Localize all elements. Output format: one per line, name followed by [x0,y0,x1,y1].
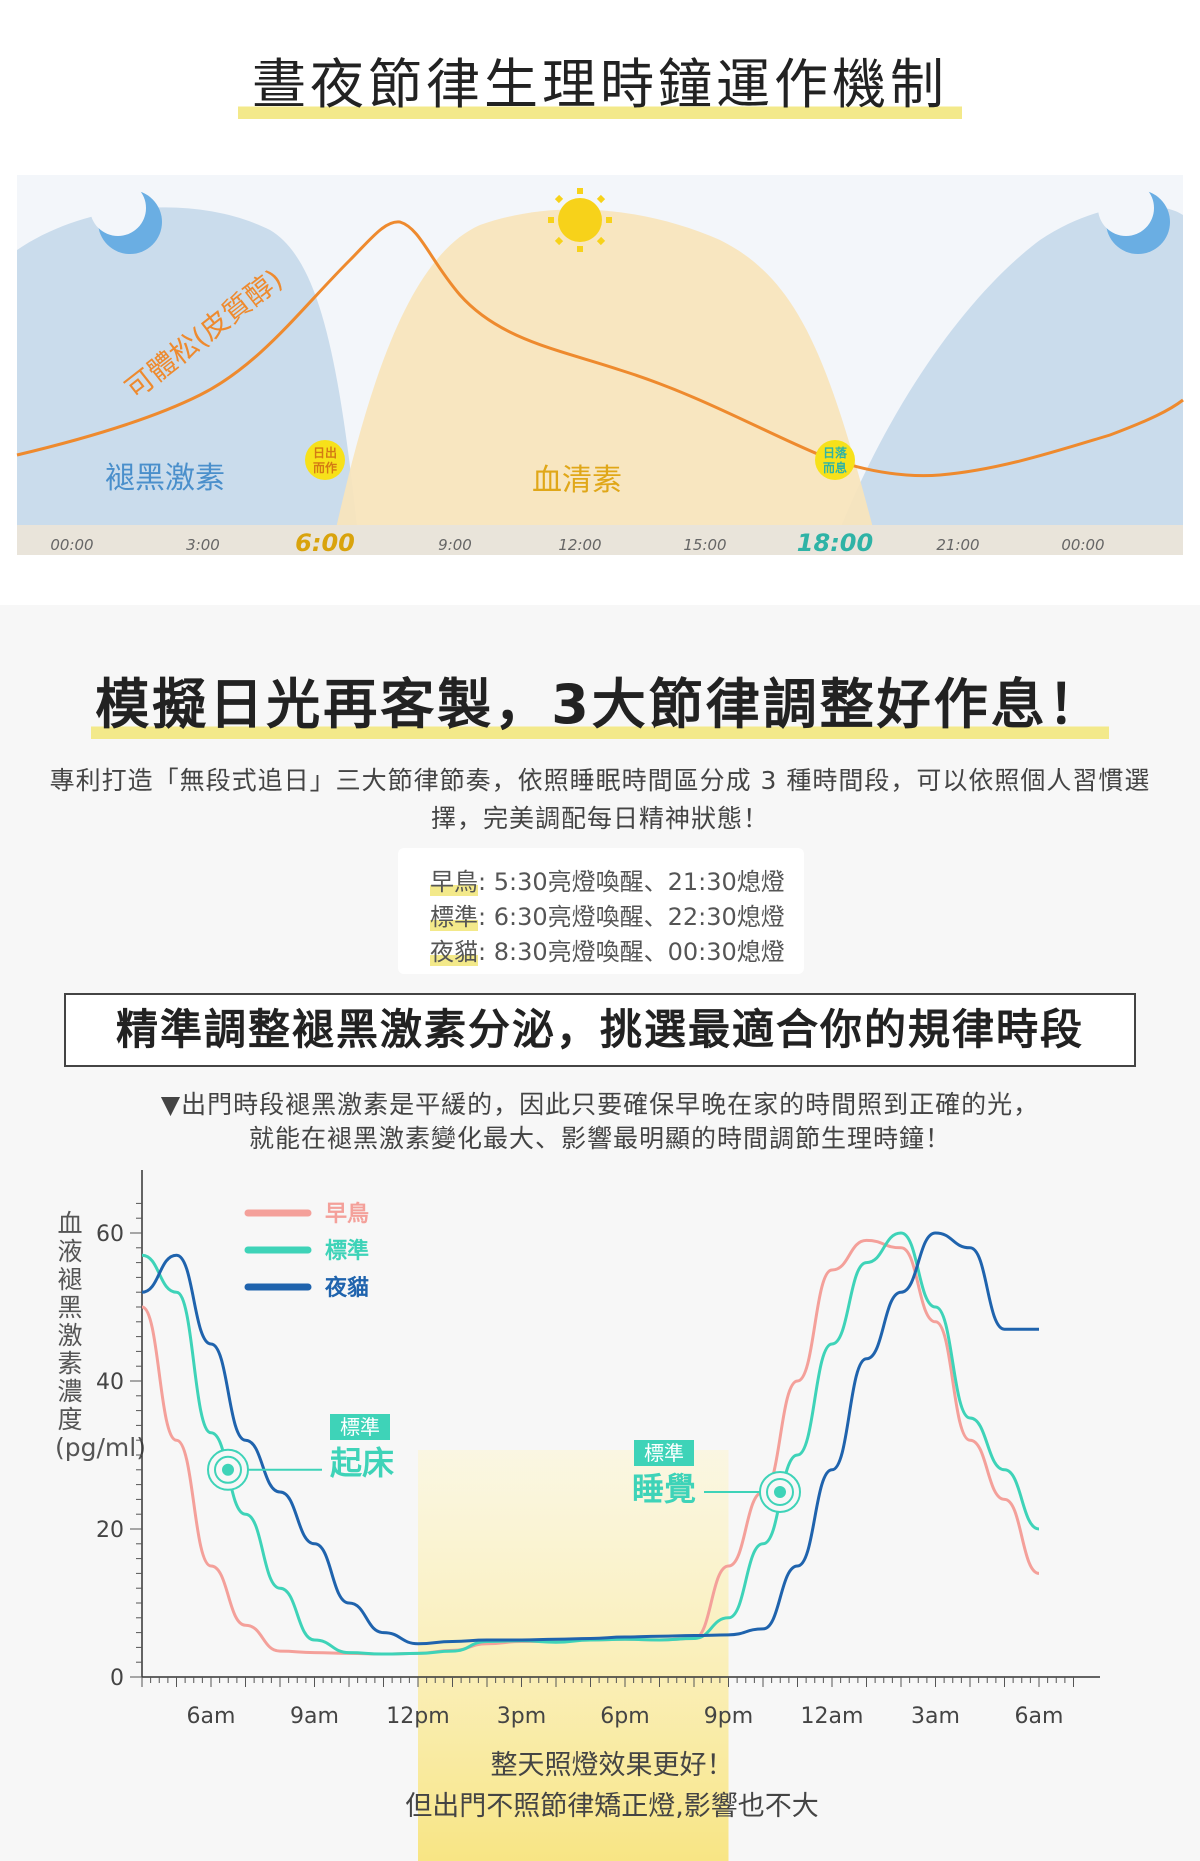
serotonin-area [330,209,880,555]
sunset-label-1: 日落 [823,445,848,460]
sunrise-label-2: 而作 [313,460,337,475]
tick-0600: 6:00 [295,529,355,557]
section-title: 晝夜節律生理時鐘運作機制 [0,40,1200,119]
series-line-1 [141,1231,1040,1656]
tick-1200: 12:00 [558,536,601,554]
x-tick-label: 12am [801,1704,864,1729]
plan-standard: 標準: 6:30亮燈喚醒、22:30熄燈 [430,903,785,931]
highlight-caption-2: 但出門不照節律矯正燈,影響也不大 [405,1791,819,1822]
cortisol-curve [16,220,1184,478]
x-tick-label: 3am [911,1704,960,1729]
marker-dot [774,1486,786,1498]
sunrise-badge: 日出 而作 [305,440,345,480]
x-tick-label: 9pm [704,1704,753,1729]
circadian-section: 晝夜節律生理時鐘運作機制 [0,0,1200,605]
y-tick-label: 60 [96,1222,124,1247]
y-tick-label: 0 [110,1666,124,1691]
sun-icon [548,188,612,252]
sleep-label: 睡覺 [632,1470,696,1508]
sleep-tag-bg [634,1440,694,1466]
series-line-2 [141,1231,1039,1646]
melatonin-area-right [830,205,1183,556]
x-tick-label: 6pm [600,1704,649,1729]
highlight-band [418,1450,729,1861]
sunrise-label-1: 日出 [313,445,337,460]
box-title: 精準調整褪黑激素分泌，挑選最適合你的規律時段 [64,993,1136,1067]
wake-label: 起床 [330,1444,394,1482]
marker-dot [222,1463,234,1476]
tick-2400: 00:00 [1061,536,1104,554]
wake-tag-bg [330,1414,390,1440]
sunset-badge: 日落 而息 [815,440,855,480]
sunset-label-2: 而息 [823,460,847,475]
plan-list: 早鳥: 5:30亮燈喚醒、21:30熄燈 標準: 6:30亮燈喚醒、22:30熄… [398,848,804,974]
rhythm-description: 專利打造「無段式追日」三大節律節奏，依照睡眠時間區分成 3 種時間段，可以依照個… [49,766,1151,833]
plan-early-bird: 早鳥: 5:30亮燈喚醒、21:30熄燈 [430,868,785,896]
x-tick-label: 9am [290,1704,339,1729]
moon-icon-left [90,180,162,254]
sleep-tag: 標準 [644,1441,684,1465]
time-axis: 00:00 3:00 6:00 9:00 12:00 15:00 18:00 2… [50,529,1104,557]
moon-icon-right [1098,180,1170,254]
legend-label: 早鳥 [325,1201,369,1227]
circadian-diagram: 日出 而作 日落 而息 可體松(皮質醇) 褪黑激素 血清素 00:00 3:00… [16,175,1184,557]
serotonin-label: 血清素 [532,463,622,498]
wake-tag: 標準 [340,1415,380,1439]
tick-1800: 18:00 [797,529,873,557]
melatonin-label: 褪黑激素 [105,461,225,496]
tick-0300: 3:00 [186,536,220,554]
melatonin-chart: 0 20 40 60 6am 9am 12pm 3pm 6pm 9pm 12am 3am 6am 早鳥標準… [96,1170,1100,1861]
legend-label: 夜貓 [324,1275,369,1301]
highlight-caption-1: 整天照燈效果更好！ [491,1750,734,1781]
tick-0000: 00:00 [50,536,93,554]
tick-0900: 9:00 [438,536,472,554]
tick-2100: 21:00 [936,536,979,554]
y-tick-label: 40 [96,1370,124,1395]
rhythm-title: 模擬日光再客製，3大節律調整好作息！ [0,660,1200,739]
x-tick-label: 12pm [386,1704,449,1729]
x-tick-label: 6am [187,1704,236,1729]
melatonin-area-left [17,207,360,555]
x-tick-label: 6am [1015,1704,1064,1729]
tick-1500: 15:00 [683,536,726,554]
x-tick-label: 3pm [497,1704,546,1729]
plan-night-owl: 夜貓: 8:30亮燈喚醒、00:30熄燈 [430,938,785,966]
y-tick-label: 20 [96,1518,124,1543]
chart-note: ▼出門時段褪黑激素是平緩的，因此只要確保早晚在家的時間照到正確的光，就能在褪黑激… [160,1090,1040,1153]
legend-label: 標準 [325,1238,369,1264]
